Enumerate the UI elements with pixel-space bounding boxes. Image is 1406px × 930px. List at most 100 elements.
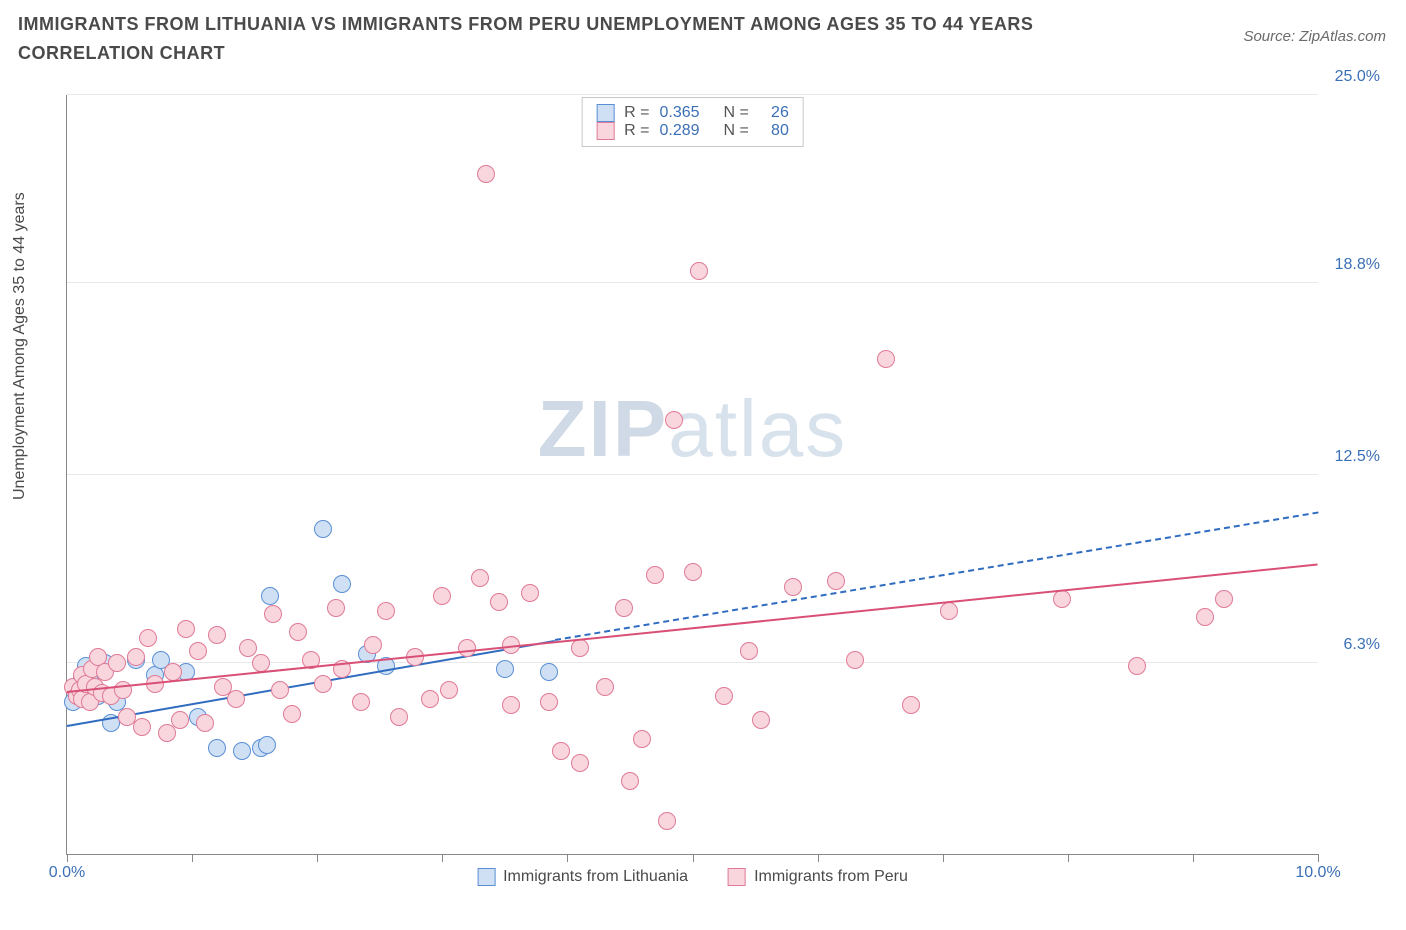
data-point	[615, 599, 633, 617]
stat-r-value: 0.365	[660, 104, 714, 122]
legend-label: Immigrants from Peru	[754, 868, 908, 886]
x-tick	[67, 854, 68, 862]
data-point	[715, 687, 733, 705]
data-point	[940, 602, 958, 620]
y-tick-label: 6.3%	[1344, 636, 1380, 654]
gridline	[67, 474, 1318, 475]
data-point	[377, 602, 395, 620]
legend-stat-row: R = 0.289 N = 80	[596, 122, 789, 140]
x-tick-label: 10.0%	[1295, 864, 1340, 882]
data-point	[258, 736, 276, 754]
data-point	[684, 563, 702, 581]
data-point	[252, 654, 270, 672]
data-point	[846, 651, 864, 669]
data-point	[521, 584, 539, 602]
data-point	[314, 675, 332, 693]
x-tick-label: 0.0%	[49, 864, 85, 882]
x-tick	[442, 854, 443, 862]
data-point	[646, 566, 664, 584]
data-point	[540, 663, 558, 681]
data-point	[658, 812, 676, 830]
data-point	[502, 696, 520, 714]
data-point	[1053, 590, 1071, 608]
data-point	[390, 708, 408, 726]
x-tick	[567, 854, 568, 862]
stat-n-label: N =	[724, 122, 749, 140]
data-point	[261, 587, 279, 605]
data-point	[227, 690, 245, 708]
y-tick-label: 12.5%	[1335, 448, 1380, 466]
chart-container: Unemployment Among Ages 35 to 44 years Z…	[18, 85, 1388, 915]
data-point	[784, 578, 802, 596]
gridline	[67, 94, 1318, 95]
legend-item: Immigrants from Lithuania	[477, 868, 688, 886]
data-point	[177, 620, 195, 638]
data-point	[690, 262, 708, 280]
data-point	[189, 642, 207, 660]
x-tick	[693, 854, 694, 862]
data-point	[133, 718, 151, 736]
data-point	[496, 660, 514, 678]
data-point	[333, 575, 351, 593]
data-point	[665, 411, 683, 429]
x-tick	[317, 854, 318, 862]
legend-swatch	[728, 868, 746, 886]
watermark: ZIPatlas	[538, 383, 847, 475]
data-point	[1128, 657, 1146, 675]
legend-swatch	[596, 104, 614, 122]
data-point	[552, 742, 570, 760]
data-point	[127, 648, 145, 666]
data-point	[433, 587, 451, 605]
y-tick-label: 18.8%	[1335, 256, 1380, 274]
data-point	[196, 714, 214, 732]
legend-label: Immigrants from Lithuania	[503, 868, 688, 886]
data-point	[352, 693, 370, 711]
data-point	[421, 690, 439, 708]
data-point	[327, 599, 345, 617]
data-point	[827, 572, 845, 590]
plot-area: ZIPatlas R =0.365N =26R =0.289N =80 Immi…	[66, 95, 1318, 855]
y-axis-label: Unemployment Among Ages 35 to 44 years	[11, 192, 29, 500]
data-point	[740, 642, 758, 660]
stat-n-value: 80	[759, 122, 789, 140]
data-point	[264, 605, 282, 623]
data-point	[633, 730, 651, 748]
legend-item: Immigrants from Peru	[728, 868, 908, 886]
series-legend: Immigrants from Lithuania Immigrants from…	[477, 868, 908, 886]
data-point	[208, 739, 226, 757]
x-tick	[1193, 854, 1194, 862]
x-tick	[192, 854, 193, 862]
y-tick-label: 25.0%	[1335, 68, 1380, 86]
data-point	[458, 639, 476, 657]
data-point	[164, 663, 182, 681]
data-point	[108, 654, 126, 672]
data-point	[1215, 590, 1233, 608]
data-point	[139, 629, 157, 647]
stat-n-label: N =	[724, 104, 749, 122]
data-point	[621, 772, 639, 790]
data-point	[208, 626, 226, 644]
data-point	[239, 639, 257, 657]
data-point	[571, 754, 589, 772]
stat-r-value: 0.289	[660, 122, 714, 140]
x-tick	[1068, 854, 1069, 862]
data-point	[233, 742, 251, 760]
stats-legend: R =0.365N =26R =0.289N =80	[581, 97, 804, 147]
legend-stat-row: R =0.365N =26	[596, 104, 789, 122]
data-point	[1196, 608, 1214, 626]
data-point	[540, 693, 558, 711]
legend-swatch	[596, 122, 614, 140]
data-point	[471, 569, 489, 587]
stat-r-label: R =	[624, 122, 649, 140]
data-point	[364, 636, 382, 654]
stat-r-label: R =	[624, 104, 649, 122]
x-tick	[943, 854, 944, 862]
data-point	[477, 165, 495, 183]
chart-title: IMMIGRANTS FROM LITHUANIA VS IMMIGRANTS …	[18, 10, 1118, 68]
x-tick	[1318, 854, 1319, 862]
trend-line	[67, 564, 1318, 694]
data-point	[490, 593, 508, 611]
data-point	[877, 350, 895, 368]
legend-swatch	[477, 868, 495, 886]
data-point	[283, 705, 301, 723]
